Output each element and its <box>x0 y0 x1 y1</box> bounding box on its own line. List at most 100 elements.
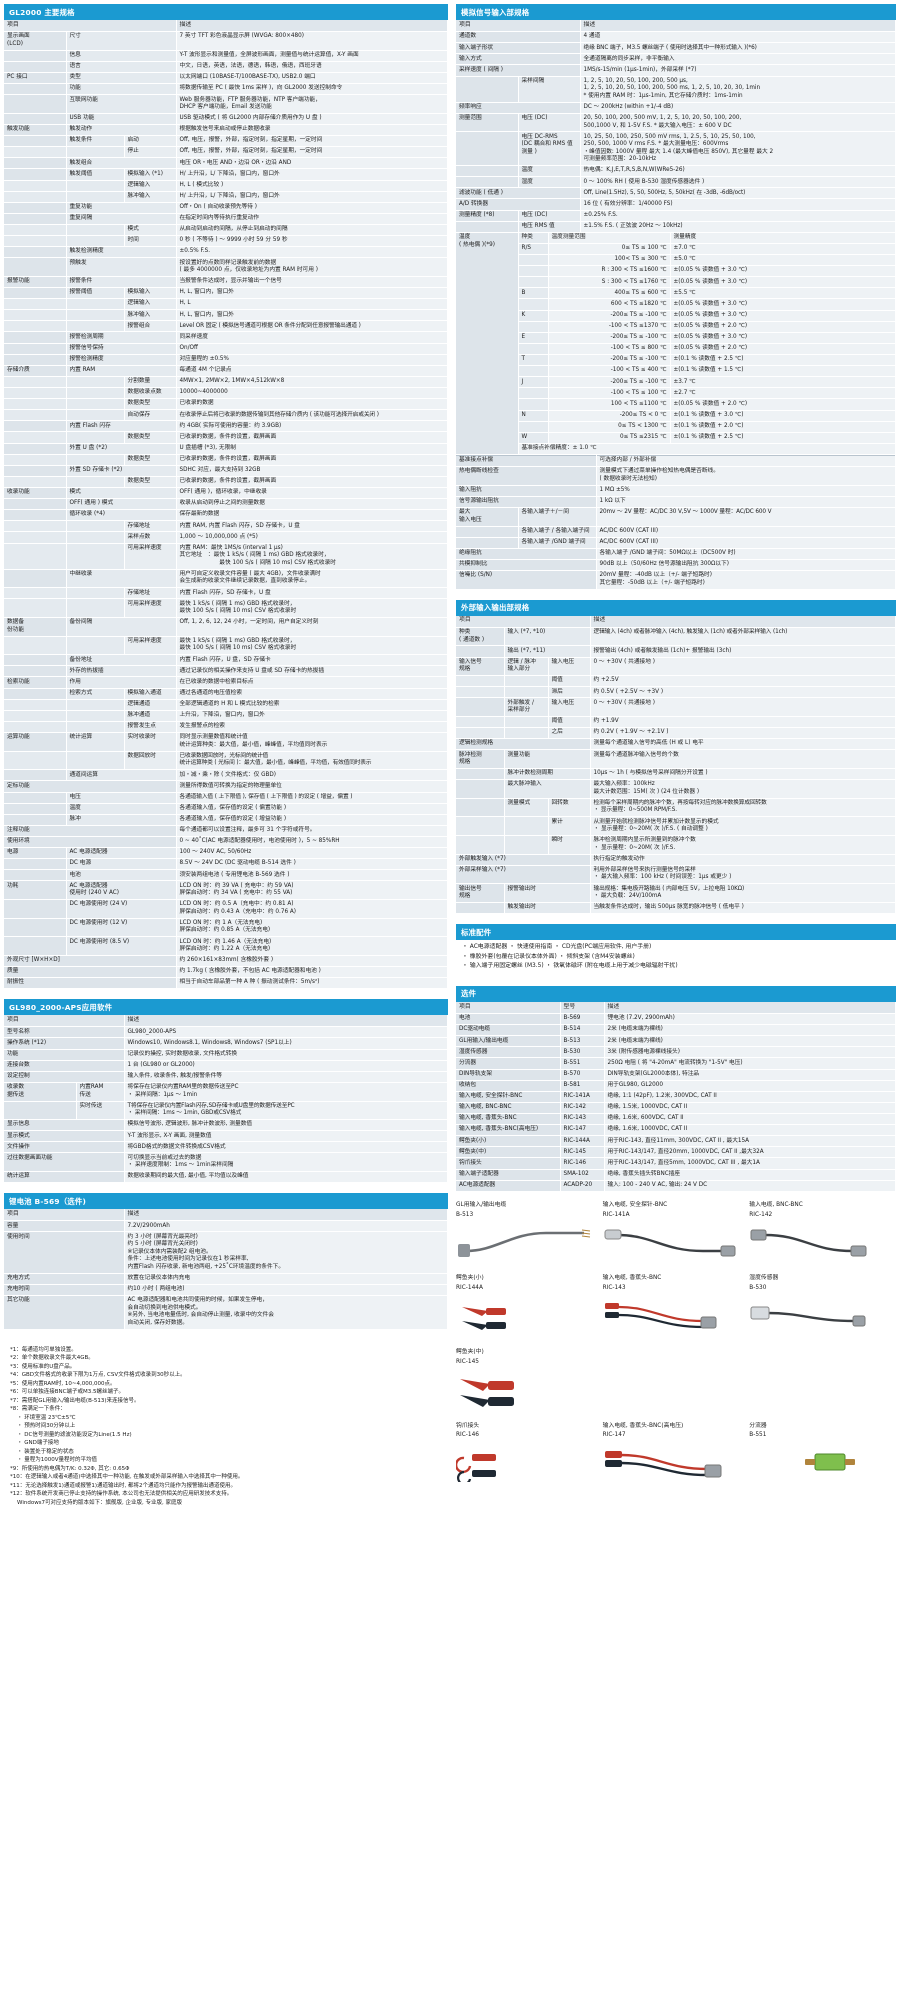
row-key: 充电方式 <box>4 1272 125 1285</box>
row-value: 测量所得数值可转换为指定的物理量单位 <box>176 780 448 793</box>
row-key-spacer <box>504 686 549 699</box>
temp-kind: J <box>518 376 549 389</box>
row-key-spacer <box>4 869 67 882</box>
temp-accuracy: ±(0.05 % 读数值 + 2.0 ℃) <box>670 343 896 355</box>
table-row: 采样间隔 1, 2, 5, 10, 20, 50, 100, 200, 500 μ… <box>456 76 896 103</box>
row-value: ±1.5% F.S. ( 正弦波 20Hz ～ 10kHz) <box>580 221 896 233</box>
temp-row: 100 < TS ≤1100 ℃ ±(0.05 % 读数值 + 2.0 ℃) <box>456 398 896 411</box>
row-value: H, L, 窗口内，窗口外 <box>176 309 448 322</box>
row-key: 连接台数 <box>4 1059 125 1072</box>
temp-header-row: 温度( 热电偶 )(*9) 种类 温度测量范围 测量精度 <box>456 232 896 455</box>
temp-row: E -200≤ TS ≤ -100 ℃ ±(0.05 % 读数值 + 3.0 ℃) <box>456 332 896 344</box>
row-key-spacer <box>4 476 67 488</box>
row-value: 约10 小时 ( 两组电池) <box>124 1283 448 1296</box>
row-key: 种类( 通道数 ) <box>456 626 505 647</box>
row-value: 约 3 小时 (屏幕背光最亮时) 约 5 小时 (屏幕背光关闭时) ※记录仪本体内需… <box>124 1231 448 1274</box>
option-desc: 绝缘, 香蕉头插头转BNC插座 <box>604 1168 896 1181</box>
row-key-spacer <box>456 835 505 855</box>
row-key-spacer <box>4 420 67 433</box>
temp-accuracy: ±7.0 ℃ <box>670 243 896 256</box>
table-row: A/D 转换器 16 位 ( 有效分辨率：1/40000 FS) <box>456 198 896 211</box>
option-desc: 绝缘, 1.5米, 1000VDC, CAT II <box>604 1101 896 1115</box>
row-value: 通过各通道的电压值检索 <box>176 688 448 700</box>
temp-range: -100 < TS ≤1370 ℃ <box>548 321 671 333</box>
row-key-spacer <box>4 376 67 388</box>
row-key-spacer <box>66 180 125 192</box>
option-model: RIC-144A <box>560 1135 605 1148</box>
row-subsubkey: 数据类型 <box>124 476 177 488</box>
row-key-spacer <box>456 716 505 729</box>
table-row: 报警发生点 发生报警点的检索 <box>4 721 448 734</box>
row-subsubkey: 输入电压 <box>548 656 591 677</box>
accessory-model: B-513 <box>456 1211 474 1218</box>
temp-kind: B <box>518 287 549 300</box>
row-key: 测量精度 (*8) <box>456 209 519 222</box>
row-value: USB 驱动模式 ( 将 GL2000 内部存储介质用作为 U 盘 ) <box>176 113 448 125</box>
row-value: 从启动到启动的间隔，从停止到启动的间隔 <box>176 224 448 237</box>
table-row: 输入方式 全通道隔离的同步采样，非平衡输入 <box>456 53 896 66</box>
row-value: 约 1.7kg ( 含橡胶外套，不包括 AC 电源适配器和电池 ) <box>176 965 448 979</box>
row-value: 1 kΩ 以下 <box>596 495 896 508</box>
row-key-spacer <box>456 727 505 740</box>
row-subsubkey: 瞬时 <box>548 835 591 855</box>
row-value: 用户可自定义收录文件容量 ( 最大 4GB)，文件收录满时 会生成新的收录文件继续… <box>176 569 448 589</box>
table-row: 触发组合 电压 OR・电压 AND・边沿 OR・边沿 AND <box>4 157 448 170</box>
row-key-spacer <box>66 398 125 411</box>
temp-range: -200≤ TS ≤ -100 ℃ <box>548 310 671 322</box>
table-row: 逻辑检测规格 测量每个通道输入信号的高低 (H 或 L) 电平 <box>456 738 896 751</box>
row-key-spacer <box>4 83 67 96</box>
table-row: OFF( 通用 ) 模式 收录从启动到停止之间的测量数据 <box>4 498 448 511</box>
row-value: 0 ～ 100% RH ( 使用 B-530 湿度传感器选件 ) <box>580 176 896 189</box>
row-key-spacer <box>4 899 67 919</box>
row-key-spacer <box>66 191 125 203</box>
row-key-spacer <box>4 224 67 237</box>
row-subkey: DC 电源 <box>66 858 177 871</box>
row-subkey: 通道间运算 <box>66 769 177 782</box>
row-subkey: 各输入端子 /GND 端子间 <box>518 537 597 549</box>
accessory-cell: 输入电缆, 安全探针-BNC RIC-141A <box>603 1202 750 1276</box>
accessory-name: 钩爪接头 <box>456 1422 480 1429</box>
option-desc: 3米 (附传感器电源裸线接头) <box>604 1046 896 1059</box>
row-key-spacer <box>456 165 519 178</box>
footnote: ・ 环境室温 23℃±5℃ <box>17 1414 76 1421</box>
row-value: 各输入端子 /GND 端子间：50MΩ以上（DC500V 时) <box>596 547 896 560</box>
row-subsubkey: 阈值 <box>548 675 591 688</box>
row-value: 脉冲检测周期内显示所测量到的脉冲个数・ 显示量程：0~20M( 次 )/F.S. <box>590 835 896 855</box>
table-row: 其它功能 AC 电源适配器和电池共同使用的时候，如果发生停电， 会自动切换到电池供电… <box>4 1294 448 1330</box>
table-row: 功能 记录仪的操控, 实时数据收录, 文件格式转换 <box>4 1048 448 1061</box>
row-key-spacer <box>456 779 505 799</box>
row-key: 输入阻抗 <box>456 484 597 497</box>
row-value: 热电偶：K,J,E,T,R,S,B,N,W(WRe5-26) <box>580 165 896 178</box>
row-value: 已收录的数据 <box>176 398 448 411</box>
table-row: 脉冲输入 H, L, 窗口内，窗口外 <box>4 309 448 322</box>
table-row: 电压 各通道输入值 ( 上下限值 ), 保存值 ( 上下限值 ) 的设定 ( 增益… <box>4 792 448 804</box>
table-header-row: 项目 描述 <box>4 20 448 33</box>
accessory-model: RIC-142 <box>749 1211 773 1218</box>
row-value: Off・On ( 自动收录预先等待 ) <box>176 202 448 214</box>
temp-kind <box>518 398 549 411</box>
row-value: 加・减・乘・除 ( 文件格式：仅 GBD) <box>176 769 448 782</box>
row-value: LCD ON 时：约 1.46 A（无法充电) 屏保启动时：约 1.22 A（无法… <box>176 936 448 956</box>
table-row: 文件操作 将GBD格式的数据文件转换成CSV格式 <box>4 1141 448 1154</box>
row-key-spacer <box>4 409 67 422</box>
row-key-spacer <box>4 50 67 62</box>
block-software: GL980_2000-APS应用软件 项目 描述 型号名称 GL980_2000-AP… <box>4 999 448 1184</box>
option-model: B-569 <box>560 1013 605 1026</box>
block-battery: 锂电池 B-569（选件) 项目 描述 容量 7.2V/2900mAh 使用时间约 3 … <box>4 1193 448 1330</box>
row-key: 收录数 据传送 <box>4 1081 77 1102</box>
options-row: 分流器 B-551 250Ω 电阻 ( 将 "4-20mA" 电流转换为 "1-5V… <box>456 1057 896 1070</box>
row-key-spacer <box>4 710 67 722</box>
options-row: 输入电缆, 香蕉头-BNC RIC-143 绝缘, 1.6米, 600VDC, CA… <box>456 1113 896 1126</box>
row-subkey: 循环收录 (*4) <box>66 509 177 522</box>
row-value: 已收录数据回放时，光标间的统计值 统计运算种类 ( 光标间 )：最大值，最小值，峰… <box>176 751 448 771</box>
table-row: 存储介质 内置 RAM 每通道 4M 个记录点 <box>4 364 448 377</box>
footnote: *8：需满足一下条件： <box>10 1406 66 1413</box>
option-item: 输入电缆, 安全探针-BNC <box>456 1090 561 1103</box>
row-key-spacer <box>4 454 67 466</box>
table-row: 报警功能 报警条件 当报警条件达成时，显示并输出一个信号 <box>4 275 448 289</box>
row-key-spacer <box>66 309 125 322</box>
row-value: 在指定时间内等待执行重复动作 <box>176 213 448 225</box>
row-key-spacer <box>66 636 125 656</box>
table-row: 操作系统 (*12) Windows10, Windows8.1, Windows… <box>4 1037 448 1050</box>
temp-kind <box>518 387 549 400</box>
